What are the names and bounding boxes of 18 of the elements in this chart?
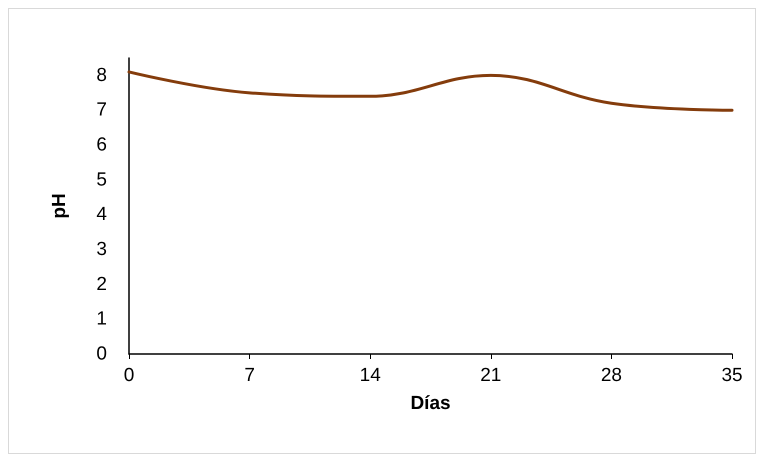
line-series [128, 70, 734, 112]
x-tick-label: 7 [244, 365, 255, 386]
y-tick-label: 0 [96, 344, 107, 364]
x-tick-label: 35 [721, 365, 743, 386]
y-tick-label: 5 [96, 169, 107, 190]
y-tick-label: 6 [96, 134, 107, 156]
x-tick-label: 28 [600, 365, 622, 386]
y-tick-label: 2 [96, 274, 107, 295]
x-axis-title: Días [410, 393, 451, 414]
y-tick-label: 4 [96, 204, 108, 226]
y-axis-title: pH [49, 193, 70, 219]
y-tick-label: 8 [96, 64, 107, 86]
y-tick-label: 7 [96, 100, 107, 121]
x-tick-label: 14 [360, 365, 382, 386]
x-tick-label: 21 [480, 365, 502, 386]
y-tick-label: 1 [96, 308, 107, 330]
y-tick-label: 3 [96, 239, 107, 260]
x-tick-label: 0 [124, 365, 134, 386]
